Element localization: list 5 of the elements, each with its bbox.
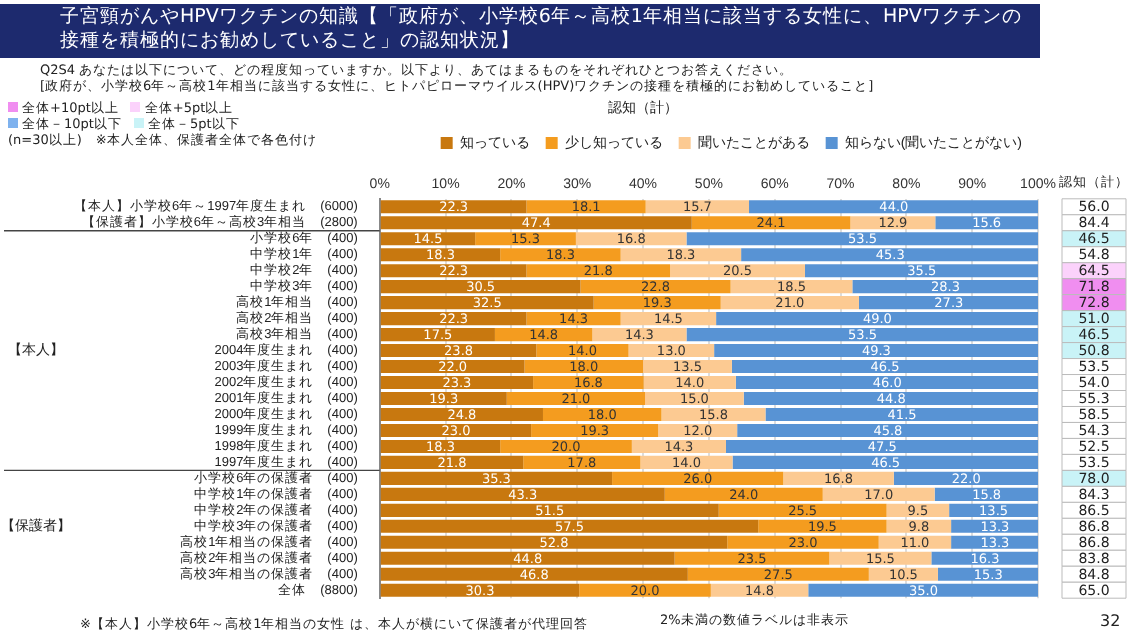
- bar: [645, 200, 750, 214]
- chart-title: 子宮頸がんやHPVワクチンの知識【「政府が、小学校6年～高校1年相当に該当する女性に、HPVワクチンの接種を積極的にお勧めしていること」の認知状況】: [0, 4, 1040, 58]
- text: 32: [1100, 612, 1121, 630]
- bar: [691, 216, 851, 230]
- bar: [526, 200, 646, 214]
